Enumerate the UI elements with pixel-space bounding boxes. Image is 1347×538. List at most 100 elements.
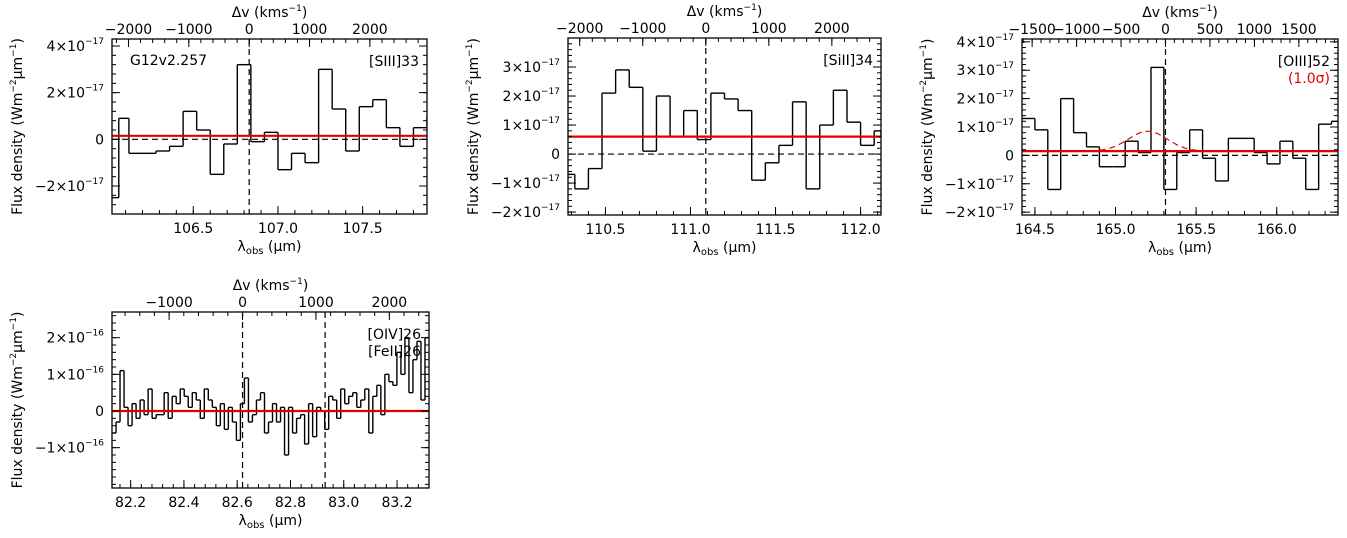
spectrum-panel-3: 164.5 165.0 165.5 166.0 −1500−1000 −500 0 500 10… bbox=[919, 4, 1339, 258]
y-tick-label: 1×10−17 bbox=[957, 118, 1014, 136]
x-tick-label: 166.0 bbox=[1257, 222, 1297, 238]
y-axis-exponent: −2 bbox=[9, 353, 19, 366]
x-tick-label: 82.8 bbox=[275, 495, 306, 511]
y-tick-mantissa: 2×10 bbox=[47, 331, 85, 347]
y-tick-exponent: −17 bbox=[541, 174, 560, 184]
y-tick-mantissa: 0 bbox=[551, 147, 560, 163]
y-axis-title: Flux density (Wm−2μm−1) bbox=[465, 38, 482, 215]
y-tick-mantissa: 0 bbox=[1005, 148, 1014, 164]
y-axis-unit: μm bbox=[920, 57, 936, 80]
top-axis-exponent: −1 bbox=[289, 4, 302, 14]
top-tick-label: 2000 bbox=[814, 21, 850, 37]
line-id-label: [OIV]26 bbox=[368, 327, 422, 343]
x-tick-label: 82.6 bbox=[222, 495, 253, 511]
y-tick-mantissa: 0 bbox=[95, 132, 104, 148]
y-axis-exponent: −2 bbox=[9, 79, 19, 92]
top-tick-label: 1500 bbox=[1281, 22, 1317, 38]
line-id-label: [SiII]34 bbox=[823, 53, 873, 69]
top-tick-label: −1000 bbox=[619, 21, 666, 37]
y-axis-unit: μm bbox=[10, 330, 26, 353]
x-tick-label: 110.5 bbox=[585, 222, 625, 238]
x-tick-label: 82.4 bbox=[168, 495, 199, 511]
spectrum-panel-2: 110.5 111.0 111.5 112.0 −2000 −1000 0 1000 2000 −… bbox=[465, 3, 882, 258]
gaussian-fit-curve bbox=[1089, 130, 1206, 152]
top-tick-label: 1000 bbox=[751, 21, 787, 37]
y-tick-label: 0 bbox=[1005, 148, 1014, 164]
y-tick-exponent: −17 bbox=[995, 118, 1014, 128]
x-tick-label: 165.0 bbox=[1095, 222, 1135, 238]
y-tick-exponent: −17 bbox=[995, 203, 1014, 213]
plot-frame bbox=[111, 311, 430, 489]
y-tick-label: 3×10−17 bbox=[957, 61, 1014, 79]
y-tick-exponent: −17 bbox=[995, 90, 1014, 100]
y-tick-exponent: −16 bbox=[85, 439, 104, 449]
y-tick-mantissa: −1×10 bbox=[35, 441, 85, 457]
y-tick-label: 0 bbox=[95, 132, 104, 148]
line-id-label: [OIII]52 bbox=[1278, 54, 1330, 70]
y-tick-exponent: −17 bbox=[541, 58, 560, 68]
y-axis-exponent: −1 bbox=[9, 317, 19, 330]
y-tick-label: 1×10−16 bbox=[47, 365, 105, 383]
x-axis-subscript: obs bbox=[246, 246, 264, 257]
x-tick-label: 107.5 bbox=[343, 221, 383, 237]
y-tick-exponent: −17 bbox=[85, 177, 104, 187]
x-tick-label: 83.0 bbox=[328, 495, 359, 511]
top-tick-label: 2000 bbox=[372, 295, 408, 311]
x-axis-subscript: obs bbox=[247, 520, 265, 531]
line-id-label-2: [FeII]26 bbox=[368, 344, 421, 360]
y-tick-label: −1×10−16 bbox=[35, 439, 104, 457]
y-tick-label: −2×10−17 bbox=[945, 203, 1014, 221]
y-axis-exponent: −1 bbox=[9, 44, 19, 57]
top-axis-exponent: −1 bbox=[744, 3, 757, 13]
y-tick-label: 2×10−17 bbox=[47, 84, 104, 102]
y-axis-text: Flux density (Wm bbox=[920, 93, 936, 215]
y-tick-exponent: −17 bbox=[85, 37, 104, 47]
y-axis-unit: μm bbox=[10, 57, 26, 80]
y-tick-label: 2×10−17 bbox=[957, 90, 1014, 108]
source-name-label: G12v2.257 bbox=[130, 53, 207, 69]
top-tick-label: 0 bbox=[245, 22, 254, 38]
top-tick-label: 0 bbox=[1161, 22, 1170, 38]
x-axis-title: λobs (μm) bbox=[693, 240, 757, 258]
top-axis-text: Δv (kms bbox=[1142, 5, 1199, 21]
top-tick-label: −1000 bbox=[165, 22, 212, 38]
x-axis-symbol: λ bbox=[1148, 240, 1156, 256]
spectrum-panel-4: 82.2 82.4 82.6 82.8 83.0 83.2 −1000 0 1000 2000 −1… bbox=[9, 277, 430, 531]
y-axis-close: ) bbox=[920, 39, 936, 44]
top-tick-label: −2000 bbox=[556, 21, 603, 37]
y-tick-label: −2×10−17 bbox=[491, 203, 560, 221]
top-tick-label: −2000 bbox=[105, 22, 152, 38]
top-axis-close: ) bbox=[757, 4, 762, 20]
x-axis-unit: (μm) bbox=[269, 513, 302, 529]
top-tick-label: 1000 bbox=[292, 22, 328, 38]
top-axis-close: ) bbox=[1212, 5, 1217, 21]
y-axis-close: ) bbox=[466, 38, 482, 43]
y-tick-mantissa: 4×10 bbox=[957, 35, 995, 51]
top-tick-label: −1500 bbox=[1008, 22, 1055, 38]
y-tick-mantissa: −2×10 bbox=[491, 205, 541, 221]
y-tick-label: 0 bbox=[551, 147, 560, 163]
x-axis-title: λobs (μm) bbox=[239, 513, 303, 531]
y-tick-label: 2×10−16 bbox=[47, 329, 105, 347]
y-tick-mantissa: −2×10 bbox=[35, 179, 85, 195]
y-tick-exponent: −16 bbox=[85, 329, 104, 339]
y-tick-mantissa: 3×10 bbox=[503, 60, 541, 76]
y-tick-exponent: −17 bbox=[995, 33, 1014, 43]
top-tick-label: 1000 bbox=[298, 295, 334, 311]
top-tick-label: 1000 bbox=[1237, 22, 1273, 38]
top-axis-title: Δv (kms−1) bbox=[233, 277, 309, 294]
top-tick-label: −1000 bbox=[1053, 22, 1100, 38]
y-axis-unit: μm bbox=[466, 57, 482, 80]
x-tick-label: 106.5 bbox=[173, 221, 213, 237]
significance-label: (1.0σ) bbox=[1288, 71, 1330, 87]
top-tick-label: 500 bbox=[1197, 22, 1224, 38]
y-tick-label: 4×10−17 bbox=[47, 37, 104, 55]
y-tick-exponent: −17 bbox=[995, 175, 1014, 185]
top-tick-label: 2000 bbox=[352, 22, 388, 38]
top-tick-label: 0 bbox=[701, 21, 710, 37]
y-tick-mantissa: 1×10 bbox=[47, 367, 85, 383]
top-tick-label: −500 bbox=[1102, 22, 1140, 38]
y-tick-mantissa: 0 bbox=[95, 404, 104, 420]
x-axis-symbol: λ bbox=[239, 513, 247, 529]
y-tick-label: −2×10−17 bbox=[35, 177, 104, 195]
